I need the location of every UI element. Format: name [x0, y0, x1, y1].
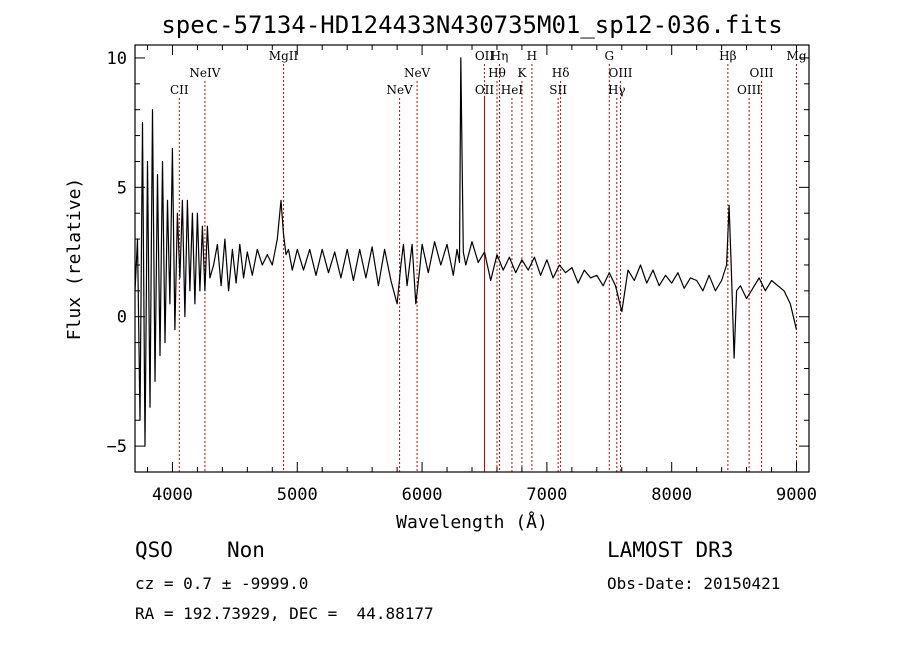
line-label-16: Hγ [608, 83, 626, 97]
spectrum-line [134, 57, 798, 447]
y-tick-label-3: 10 [107, 49, 127, 69]
sky-coordinates: RA = 192.73929, DEC = 44.88177 [135, 604, 434, 623]
line-label-3: NeV [386, 83, 413, 97]
line-label-7: Hη [491, 49, 509, 63]
x-tick-label-1: 5000 [277, 485, 318, 505]
x-axis-title: Wavelength (Å) [396, 511, 548, 533]
line-label-18: OIII [750, 66, 774, 80]
line-label-19: OIII [737, 83, 761, 97]
y-tick-label-2: 5 [117, 178, 127, 198]
x-tick-label-2: 6000 [402, 485, 443, 505]
line-label-9: HeI [501, 83, 524, 97]
line-label-14: G [604, 49, 614, 63]
y-axis-title: Flux (relative) [64, 178, 85, 341]
x-tick-label-5: 9000 [776, 485, 817, 505]
object-class: QSO [135, 538, 173, 562]
y-tick-label-0: −5 [107, 437, 127, 457]
line-label-13: SII [549, 83, 567, 97]
line-label-12: Hδ [552, 66, 570, 80]
line-label-5: OII [475, 49, 495, 63]
emission-line-markers: CIINeIVMgIINeVNeVOIIOIIHηHθHeIKHHδSIIGOI… [170, 49, 807, 472]
survey-name: LAMOST DR3 [607, 538, 734, 562]
line-label-6: OII [475, 83, 495, 97]
x-tick-label-0: 4000 [152, 485, 193, 505]
axis-ticks: 4000 5000 6000 7000 8000 9000 −5 0 5 10 [107, 45, 817, 505]
line-label-11: H [527, 49, 537, 63]
line-label-2: MgII [269, 49, 299, 63]
plot-frame [134, 44, 810, 473]
line-label-17: Hβ [719, 49, 736, 63]
object-subclass: Non [227, 538, 265, 562]
redshift-cz: cz = 0.7 ± -9999.0 [135, 574, 309, 593]
line-label-15: OIII [608, 66, 632, 80]
line-label-0: CII [170, 83, 189, 97]
line-label-10: K [517, 66, 527, 80]
x-tick-label-4: 8000 [651, 485, 692, 505]
x-tick-label-3: 7000 [526, 485, 567, 505]
observation-date: Obs-Date: 20150421 [607, 574, 781, 593]
line-label-8: Hθ [488, 66, 506, 80]
line-label-1: NeIV [189, 66, 220, 80]
y-tick-label-1: 0 [117, 308, 127, 328]
chart-title: spec-57134-HD124433N430735M01_sp12-036.f… [161, 11, 782, 39]
line-label-20: Mg [787, 49, 807, 63]
line-label-4: NeV [404, 66, 431, 80]
